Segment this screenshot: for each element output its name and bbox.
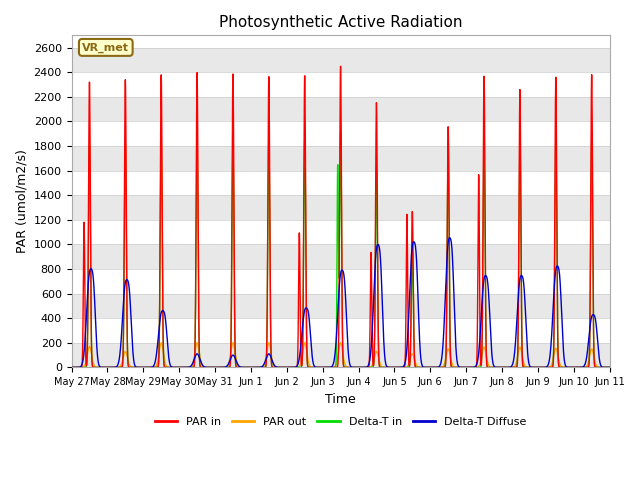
Delta-T Diffuse [445,235,453,240]
PAR in [161,364,169,370]
PAR out [157,340,165,346]
PAR out [129,364,137,370]
Legend: PAR in, PAR out, Delta-T in, Delta-T Diffuse: PAR in, PAR out, Delta-T in, Delta-T Dif… [150,413,531,432]
PAR out [538,364,545,370]
Delta-T in [298,364,305,370]
Delta-T Diffuse [274,364,282,370]
Bar [72,48,610,72]
Delta-T in [161,364,169,370]
PAR in [595,364,603,370]
Delta-T in [68,364,76,370]
Bar [72,343,610,367]
PAR out [161,360,169,365]
Delta-T Diffuse [606,364,614,370]
Delta-T in [274,364,282,370]
Bar [72,195,610,220]
PAR out [68,364,76,370]
Line: Delta-T Diffuse: Delta-T Diffuse [72,238,610,367]
PAR in [298,360,305,366]
Delta-T in [606,364,614,370]
Delta-T Diffuse [129,349,137,355]
Title: Photosynthetic Active Radiation: Photosynthetic Active Radiation [219,15,462,30]
PAR out [298,357,305,363]
Bar [72,294,610,318]
Y-axis label: PAR (umol/m2/s): PAR (umol/m2/s) [15,149,28,253]
PAR out [595,364,603,370]
PAR in [337,63,344,69]
Text: VR_met: VR_met [83,42,129,52]
Line: PAR out: PAR out [72,343,610,367]
Delta-T Diffuse [68,364,76,370]
PAR in [274,364,282,370]
Bar [72,97,610,121]
Delta-T Diffuse [538,364,545,370]
Bar [72,244,610,269]
PAR in [538,364,545,370]
PAR out [274,364,282,370]
Delta-T Diffuse [161,312,169,318]
Delta-T Diffuse [298,337,305,343]
Delta-T Diffuse [211,364,219,370]
Line: PAR in: PAR in [72,66,610,367]
Delta-T in [595,364,603,370]
PAR out [606,364,614,370]
Line: Delta-T in: Delta-T in [72,132,610,367]
Delta-T in [337,130,344,135]
PAR in [129,364,137,370]
PAR in [606,364,614,370]
Bar [72,146,610,170]
Delta-T Diffuse [596,356,604,362]
Delta-T in [538,364,545,370]
PAR in [68,364,76,370]
Delta-T in [129,364,137,370]
X-axis label: Time: Time [325,393,356,406]
